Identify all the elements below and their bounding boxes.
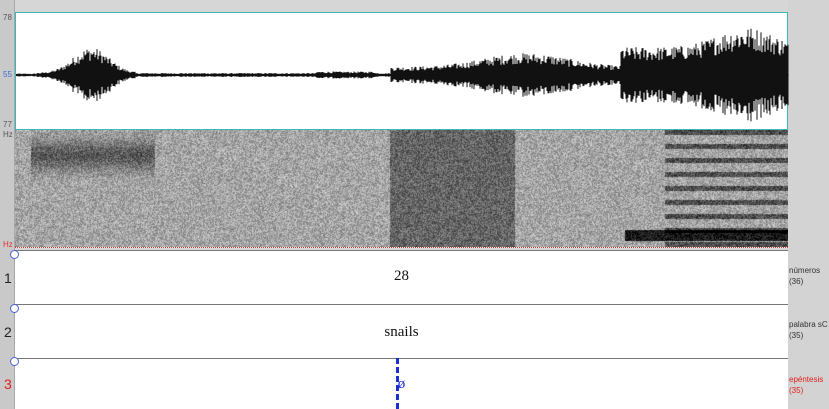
waveform-trace (16, 28, 789, 122)
tier-name-panel (788, 0, 829, 409)
interval-text[interactable]: snails (384, 324, 419, 340)
tier-name: palabra sC (789, 320, 828, 329)
waveform-scale-top: 78 (3, 13, 12, 22)
tier-interval-count: (35) (789, 331, 804, 340)
tier-numeros[interactable]: 28 (15, 250, 788, 304)
selected-boundary-line[interactable] (396, 358, 399, 409)
tier-interval-count: (35) (789, 386, 804, 395)
tier-number: 3 (4, 376, 12, 392)
tier-number: 2 (4, 324, 12, 340)
tier-name: números (789, 266, 821, 275)
waveform-scale-mid: 55 (3, 70, 12, 79)
tier-boundary-circle-icon[interactable] (10, 250, 19, 259)
tier-palabra[interactable]: snails (15, 304, 788, 358)
spectrogram-scale-bottom: Hz (3, 240, 13, 249)
tier-boundary-circle-icon[interactable] (10, 357, 19, 366)
interval-text[interactable]: ø (397, 376, 406, 392)
interval-text[interactable]: 28 (394, 268, 409, 284)
tier-boundary-circle-icon[interactable] (10, 304, 19, 313)
tier-number: 1 (4, 270, 12, 286)
left-gutter (0, 0, 15, 409)
spectrogram-panel[interactable] (15, 130, 788, 248)
tier-name: epéntesis (789, 375, 824, 384)
spectrogram-scale-top: Hz (3, 130, 13, 139)
tier-interval-count: (36) (789, 277, 804, 286)
waveform-scale-bottom: 77 (3, 120, 12, 129)
waveform-path (16, 28, 789, 122)
spectrogram-image (15, 130, 788, 247)
waveform-panel[interactable] (15, 12, 789, 130)
tier-epentesis[interactable]: ø (15, 358, 788, 409)
